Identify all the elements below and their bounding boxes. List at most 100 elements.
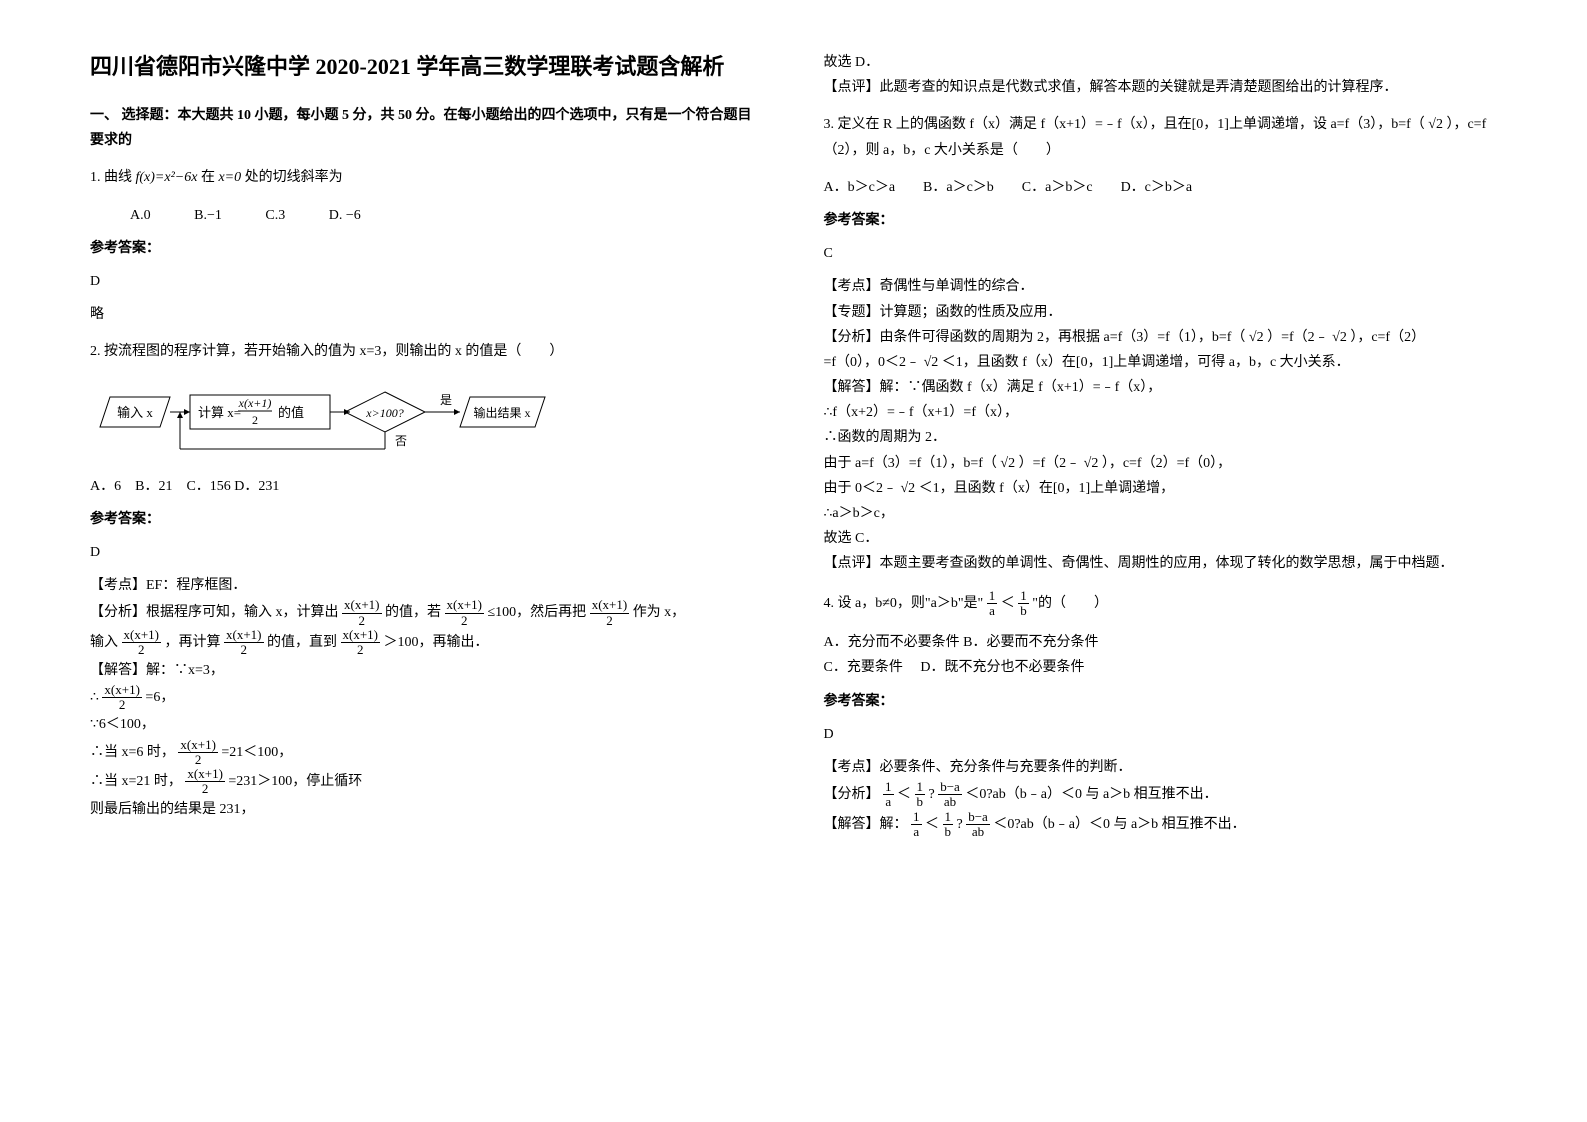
frac-q4-2: 1b	[1018, 589, 1029, 619]
frac-9-den: 2	[185, 782, 225, 796]
q3-rt2-5: √2	[1000, 456, 1015, 471]
q3-analysis-2: =f（0），0＜2﹣ √2 ＜1，且函数 f（x）在[0，1]上单调递增，可得 …	[824, 350, 1498, 375]
frac-1: x(x+1)2	[342, 598, 382, 628]
flow-calc-post: 的值	[278, 405, 304, 420]
frac-q4-8: b−aab	[966, 810, 990, 840]
q2-sol4b: =21＜100，	[221, 745, 292, 760]
frac-2: x(x+1)2	[445, 598, 485, 628]
q3-sol-7: 故选 C．	[824, 526, 1498, 551]
frac-6-den: 2	[341, 643, 381, 657]
flow-calc-num: x(x+1)	[238, 396, 272, 410]
flow-out: 输出结果 x	[473, 405, 530, 420]
frac-q4-3-den: a	[883, 795, 894, 809]
q3-sol-1: 【解答】解：∵偶函数 f（x）满足 f（x+1）=﹣f（x），	[824, 375, 1498, 400]
q3-sol-3: ∴函数的周期为 2．	[824, 425, 1498, 450]
q3-rt2-4: √2	[924, 355, 939, 370]
q4-answer: D	[824, 722, 1498, 747]
q4-opt-c: C．充要条件	[824, 660, 903, 675]
q3-rt2-7: √2	[901, 481, 916, 496]
q2-ana1d: 作为 x，	[633, 605, 686, 620]
q3-sol-2: ∴f（x+2）=﹣f（x+1）=f（x），	[824, 400, 1498, 425]
frac-3-den: 2	[590, 614, 630, 628]
q4-sol-c: ＜0?ab（b﹣a）＜0 与 a＞b 相互推不出．	[993, 817, 1245, 832]
q3-ana-b: ）=f（2﹣	[1267, 330, 1329, 345]
q1-stem-pre: 1. 曲线	[90, 170, 132, 185]
q1-ref-label: 参考答案：	[90, 236, 764, 261]
q3-review: 【点评】本题主要考查函数的单调性、奇偶性、周期性的应用，体现了转化的数学思想，属…	[824, 551, 1498, 576]
frac-q4-3: 1a	[883, 780, 894, 810]
flowchart-svg: 输入 x 计算 x= x(x+1) 2 的值 x>100? 是	[90, 377, 550, 457]
q3-sol-5: 由于 0＜2﹣ √2 ＜1，且函数 f（x）在[0，1]上单调递增，	[824, 476, 1498, 501]
q4-sol-b: ?	[957, 817, 967, 832]
frac-q4-8-num: b−a	[966, 810, 990, 825]
page: 四川省德阳市兴隆中学 2020-2021 学年高三数学理联考试题含解析 一、 选…	[0, 0, 1587, 1122]
q4-opt-b: B．必要而不充分条件	[963, 635, 1098, 650]
q2-sol-2: ∴ x(x+1)2 =6，	[90, 683, 764, 713]
q4-sol-a: 【解答】解：	[824, 817, 908, 832]
q2-analysis-line1: 【分析】根据程序可知，输入 x，计算出 x(x+1)2 的值，若 x(x+1)2…	[90, 598, 764, 628]
q4-stem-b: "的（ ）	[1032, 596, 1108, 611]
section-a-header: 一、 选择题：本大题共 10 小题，每小题 5 分，共 50 分。在每小题给出的…	[90, 103, 764, 153]
frac-q4-1-num: 1	[987, 589, 998, 604]
q2-sol-4: ∴当 x=6 时， x(x+1)2 =21＜100，	[90, 738, 764, 768]
q1-answer: D	[90, 269, 764, 294]
question-4: 4. 设 a，b≠0，则"a＞b"是" 1a ＜ 1b "的（ ）	[824, 589, 1498, 619]
q4-stem-a: 4. 设 a，b≠0，则"a＞b"是"	[824, 596, 987, 611]
q3-sol5a: 由于 0＜2﹣	[824, 481, 898, 496]
frac-q4-4-num: 1	[915, 780, 926, 795]
q2-sol-7: 故选 D．	[824, 50, 1498, 75]
q4-lt-2: ＜	[897, 787, 911, 802]
frac-4-num: x(x+1)	[122, 628, 162, 643]
flow-no: 否	[395, 434, 407, 448]
frac-4: x(x+1)2	[122, 628, 162, 658]
q4-options-row1: A．充分而不必要条件 B．必要而不充分条件	[824, 630, 1498, 655]
q4-solution: 【解答】解： 1a ＜ 1b ? b−aab ＜0?ab（b﹣a）＜0 与 a＞…	[824, 810, 1498, 840]
q3-sol4c: ），c=f（2）=f（0），	[1102, 456, 1231, 471]
question-1: 1. 曲线 f(x)=x²−6x 在 x=0 处的切线斜率为	[90, 165, 764, 190]
frac-5: x(x+1)2	[224, 628, 264, 658]
q3-sol-6: ∴a＞b＞c，	[824, 501, 1498, 526]
q3-ana-c: ），c=f（2）	[1350, 330, 1425, 345]
frac-q4-2-num: 1	[1018, 589, 1029, 604]
q2-sol5b: =231＞100，停止循环	[228, 774, 362, 789]
frac-9-num: x(x+1)	[185, 767, 225, 782]
q4-options-row2: C．充要条件 D．既不充分也不必要条件	[824, 655, 1498, 680]
frac-q4-6-den: a	[911, 825, 922, 839]
q3-rt2-2: √2	[1249, 330, 1264, 345]
q3-kaodian: 【考点】奇偶性与单调性的综合．	[824, 274, 1498, 299]
frac-q4-7: 1b	[943, 810, 954, 840]
q4-ana-c: ＜0?ab（b﹣a）＜0 与 a＞b 相互推不出．	[965, 787, 1217, 802]
frac-q4-5: b−aab	[938, 780, 962, 810]
q3-sol4a: 由于 a=f（3）=f（1），b=f（	[824, 456, 997, 471]
q3-zhuanti: 【专题】计算题；函数的性质及应用．	[824, 300, 1498, 325]
frac-q4-4: 1b	[915, 780, 926, 810]
q2-flowchart: 输入 x 计算 x= x(x+1) 2 的值 x>100? 是	[90, 377, 764, 466]
frac-5-den: 2	[224, 643, 264, 657]
q3-stem-a: 3. 定义在 R 上的偶函数 f（x）满足 f（x+1）=﹣f（x），且在[0，…	[824, 117, 1425, 132]
q1-opt-c: C.3	[265, 203, 285, 228]
frac-4-den: 2	[122, 643, 162, 657]
frac-q4-4-den: b	[915, 795, 926, 809]
q4-kaodian: 【考点】必要条件、充分条件与充要条件的判断．	[824, 755, 1498, 780]
frac-q4-6: 1a	[911, 810, 922, 840]
q4-opt-a: A．充分而不必要条件	[824, 635, 960, 650]
q3-sol-4: 由于 a=f（3）=f（1），b=f（ √2 ）=f（2﹣ √2 ），c=f（2…	[824, 451, 1498, 476]
q2-ana1c: ≤100，然后再把	[488, 605, 590, 620]
q4-ana-b: ?	[929, 787, 939, 802]
q3-ana-a: 【分析】由条件可得函数的周期为 2，再根据 a=f（3）=f（1），b=f（	[824, 330, 1246, 345]
q2-ana2b: ，再计算	[165, 635, 225, 650]
q2-options: A．6 B．21 C．156 D．231	[90, 474, 764, 499]
q4-opt-d: D．既不充分也不必要条件	[920, 660, 1084, 675]
q1-opt-d: D. −6	[329, 203, 361, 228]
q2-analysis-line2: 输入 x(x+1)2 ，再计算 x(x+1)2 的值，直到 x(x+1)2 ＞1…	[90, 628, 764, 658]
q1-stem-mid: 在	[201, 170, 219, 185]
frac-q4-3-num: 1	[883, 780, 894, 795]
q1-stem-post: 处的切线斜率为	[245, 170, 343, 185]
flow-calc-den: 2	[252, 413, 258, 427]
q2-ana2d: ＞100，再输出．	[384, 635, 489, 650]
left-column: 四川省德阳市兴隆中学 2020-2021 学年高三数学理联考试题含解析 一、 选…	[90, 50, 794, 1072]
frac-7-den: 2	[102, 698, 142, 712]
flow-yes: 是	[440, 393, 452, 407]
q2-ref-label: 参考答案：	[90, 507, 764, 532]
frac-2-num: x(x+1)	[445, 598, 485, 613]
